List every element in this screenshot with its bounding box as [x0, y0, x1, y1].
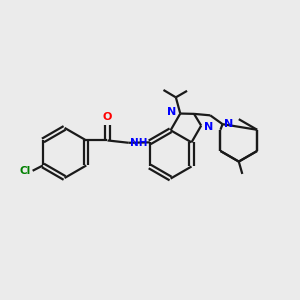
Text: Cl: Cl	[19, 166, 30, 176]
Text: NH: NH	[130, 138, 148, 148]
Text: N: N	[224, 119, 233, 129]
Text: O: O	[103, 112, 112, 122]
Text: N: N	[167, 107, 177, 117]
Text: N: N	[203, 122, 213, 132]
